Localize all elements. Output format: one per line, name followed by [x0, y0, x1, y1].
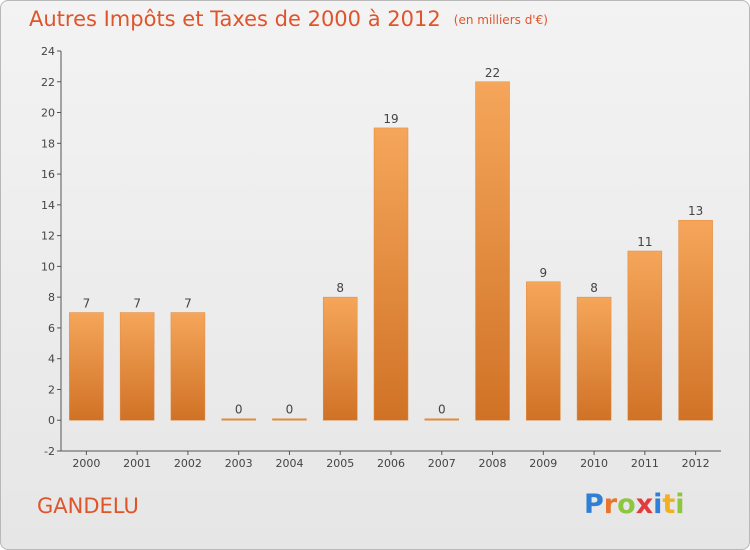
y-tick-label: 16	[41, 168, 55, 181]
x-tick-label: 2001	[123, 457, 151, 470]
bar-value-label: 0	[235, 403, 243, 417]
bar	[424, 418, 460, 421]
x-tick-label: 2003	[225, 457, 253, 470]
x-tick-label: 2009	[529, 457, 557, 470]
y-tick-label: 4	[48, 353, 55, 366]
y-tick-label: 6	[48, 322, 55, 335]
x-tick-label: 2005	[326, 457, 354, 470]
bar	[475, 81, 510, 421]
x-tick-label: 2010	[580, 457, 608, 470]
bar	[170, 312, 206, 421]
logo-letter: i	[653, 489, 663, 520]
y-tick-label: 10	[41, 260, 55, 273]
y-tick-label: 2	[48, 383, 55, 396]
y-tick-label: 0	[48, 414, 55, 427]
y-tick-label: 8	[48, 291, 55, 304]
bar-value-label: 8	[590, 281, 598, 295]
commune-name: GANDELU	[37, 494, 139, 518]
bar	[322, 296, 358, 421]
chart-title: Autres Impôts et Taxes de 2000 à 2012	[29, 7, 441, 31]
y-tick-label: 24	[41, 45, 55, 58]
bar-value-label: 9	[539, 266, 547, 280]
logo-letter: o	[617, 489, 636, 520]
bar	[221, 418, 256, 421]
bar-value-label: 7	[133, 297, 141, 311]
logo-letter: t	[662, 489, 676, 520]
bar-value-label: 11	[637, 235, 652, 249]
x-tick-label: 2002	[174, 457, 202, 470]
x-tick-label: 2007	[428, 457, 456, 470]
y-tick-label: 20	[41, 107, 55, 120]
x-tick-label: 2011	[631, 457, 659, 470]
x-tick-label: 2004	[275, 457, 303, 470]
y-tick-label: -2	[44, 445, 55, 458]
logo-letter: i	[675, 489, 685, 520]
proxiti-logo: Proxiti	[584, 489, 685, 520]
bar-value-label: 0	[438, 403, 446, 417]
bar-value-label: 7	[184, 297, 192, 311]
bar-value-label: 8	[336, 281, 344, 295]
bar	[373, 127, 409, 421]
x-tick-label: 2012	[682, 457, 710, 470]
x-tick-label: 2006	[377, 457, 405, 470]
bar-value-label: 0	[286, 403, 294, 417]
bar	[272, 418, 307, 421]
bar	[69, 312, 104, 421]
bar	[678, 219, 713, 421]
y-tick-label: 18	[41, 137, 55, 150]
bar	[627, 250, 663, 421]
bar	[576, 296, 612, 421]
bar	[526, 281, 561, 421]
logo-letter: r	[603, 489, 618, 520]
bar-value-label: 19	[383, 112, 398, 126]
title-row: Autres Impôts et Taxes de 2000 à 2012 (e…	[29, 7, 548, 31]
x-tick-label: 2008	[479, 457, 507, 470]
y-tick-label: 22	[41, 76, 55, 89]
y-tick-label: 14	[41, 199, 55, 212]
bar-value-label: 22	[485, 66, 500, 80]
logo-letter: x	[635, 489, 654, 520]
bar-value-label: 7	[83, 297, 91, 311]
x-tick-label: 2000	[72, 457, 100, 470]
bar-value-label: 13	[688, 204, 703, 218]
bar	[119, 312, 155, 421]
chart-subtitle: (en milliers d'€)	[453, 13, 548, 27]
logo-letter: P	[584, 489, 604, 520]
y-tick-label: 12	[41, 230, 55, 243]
